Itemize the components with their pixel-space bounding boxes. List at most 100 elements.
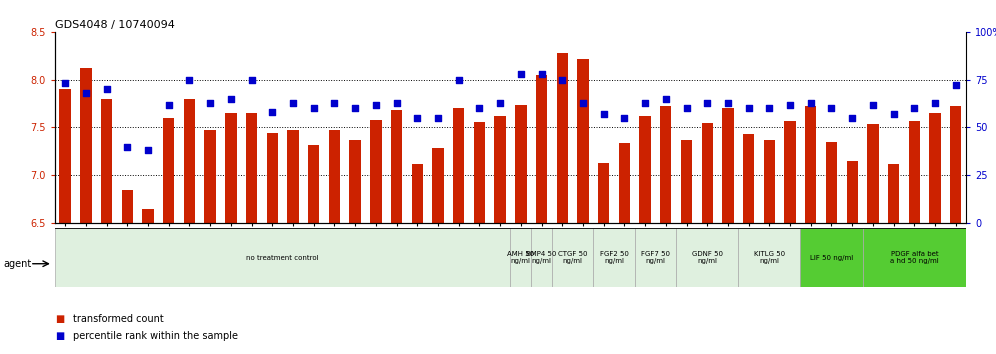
- Text: no treatment control: no treatment control: [246, 255, 319, 261]
- Point: [699, 100, 715, 105]
- Bar: [557, 53, 568, 223]
- Bar: [204, 130, 216, 223]
- Bar: [246, 113, 257, 223]
- Point: [160, 102, 176, 107]
- Bar: [598, 163, 610, 223]
- Point: [803, 100, 819, 105]
- Point: [761, 105, 777, 111]
- Text: CTGF 50
ng/ml: CTGF 50 ng/ml: [558, 251, 588, 264]
- Bar: [163, 118, 174, 223]
- Point: [388, 100, 404, 105]
- Point: [885, 111, 901, 117]
- Point: [927, 100, 943, 105]
- Bar: [634, 228, 676, 287]
- Bar: [536, 75, 547, 223]
- Point: [782, 102, 798, 107]
- Point: [471, 105, 487, 111]
- Bar: [55, 228, 511, 287]
- Bar: [308, 145, 320, 223]
- Bar: [371, 120, 381, 223]
- Bar: [847, 161, 858, 223]
- Point: [202, 100, 218, 105]
- Point: [906, 105, 922, 111]
- Text: percentile rank within the sample: percentile rank within the sample: [73, 331, 238, 341]
- Text: PDGF alfa bet
a hd 50 ng/ml: PDGF alfa bet a hd 50 ng/ml: [890, 251, 938, 264]
- Text: GDNF 50
ng/ml: GDNF 50 ng/ml: [691, 251, 723, 264]
- Bar: [764, 140, 775, 223]
- Point: [596, 111, 612, 117]
- Bar: [60, 89, 71, 223]
- Point: [78, 90, 94, 96]
- Point: [554, 77, 570, 82]
- Point: [409, 115, 425, 121]
- Bar: [350, 140, 361, 223]
- Text: LIF 50 ng/ml: LIF 50 ng/ml: [810, 255, 854, 261]
- Bar: [578, 59, 589, 223]
- Point: [244, 77, 260, 82]
- Point: [451, 77, 467, 82]
- Point: [513, 71, 529, 77]
- Bar: [801, 228, 863, 287]
- Point: [348, 105, 364, 111]
- Point: [948, 82, 964, 88]
- Point: [575, 100, 591, 105]
- Point: [865, 102, 880, 107]
- Text: GDS4048 / 10740094: GDS4048 / 10740094: [55, 20, 174, 30]
- Bar: [411, 164, 423, 223]
- Bar: [863, 228, 966, 287]
- Bar: [868, 124, 878, 223]
- Point: [430, 115, 446, 121]
- Text: agent: agent: [3, 259, 31, 269]
- Bar: [743, 134, 754, 223]
- Bar: [494, 116, 506, 223]
- Bar: [701, 123, 713, 223]
- Bar: [474, 122, 485, 223]
- Point: [327, 100, 343, 105]
- Bar: [142, 209, 153, 223]
- Bar: [101, 99, 113, 223]
- Bar: [267, 133, 278, 223]
- Bar: [515, 105, 527, 223]
- Bar: [950, 107, 961, 223]
- Bar: [681, 140, 692, 223]
- Point: [617, 115, 632, 121]
- Bar: [660, 107, 671, 223]
- Text: transformed count: transformed count: [73, 314, 163, 324]
- Point: [492, 100, 508, 105]
- Text: ■: ■: [55, 331, 64, 341]
- Bar: [738, 228, 801, 287]
- Bar: [805, 107, 817, 223]
- Bar: [594, 228, 634, 287]
- Text: KITLG 50
ng/ml: KITLG 50 ng/ml: [754, 251, 785, 264]
- Bar: [722, 108, 734, 223]
- Point: [678, 105, 694, 111]
- Point: [741, 105, 757, 111]
- Point: [264, 109, 280, 115]
- Point: [824, 105, 840, 111]
- Point: [637, 100, 653, 105]
- Point: [140, 148, 156, 153]
- Text: FGF2 50
ng/ml: FGF2 50 ng/ml: [600, 251, 628, 264]
- Point: [285, 100, 301, 105]
- Bar: [453, 108, 464, 223]
- Point: [306, 105, 322, 111]
- Bar: [511, 228, 531, 287]
- Bar: [183, 99, 195, 223]
- Point: [845, 115, 861, 121]
- Bar: [122, 190, 133, 223]
- Bar: [390, 110, 402, 223]
- Bar: [552, 228, 594, 287]
- Bar: [785, 121, 796, 223]
- Bar: [225, 113, 236, 223]
- Point: [657, 96, 673, 102]
- Text: BMP4 50
ng/ml: BMP4 50 ng/ml: [526, 251, 557, 264]
- Bar: [619, 143, 630, 223]
- Bar: [80, 68, 92, 223]
- Point: [534, 71, 550, 77]
- Point: [181, 77, 197, 82]
- Bar: [329, 130, 340, 223]
- Text: ■: ■: [55, 314, 64, 324]
- Point: [720, 100, 736, 105]
- Bar: [826, 142, 838, 223]
- Point: [120, 144, 135, 149]
